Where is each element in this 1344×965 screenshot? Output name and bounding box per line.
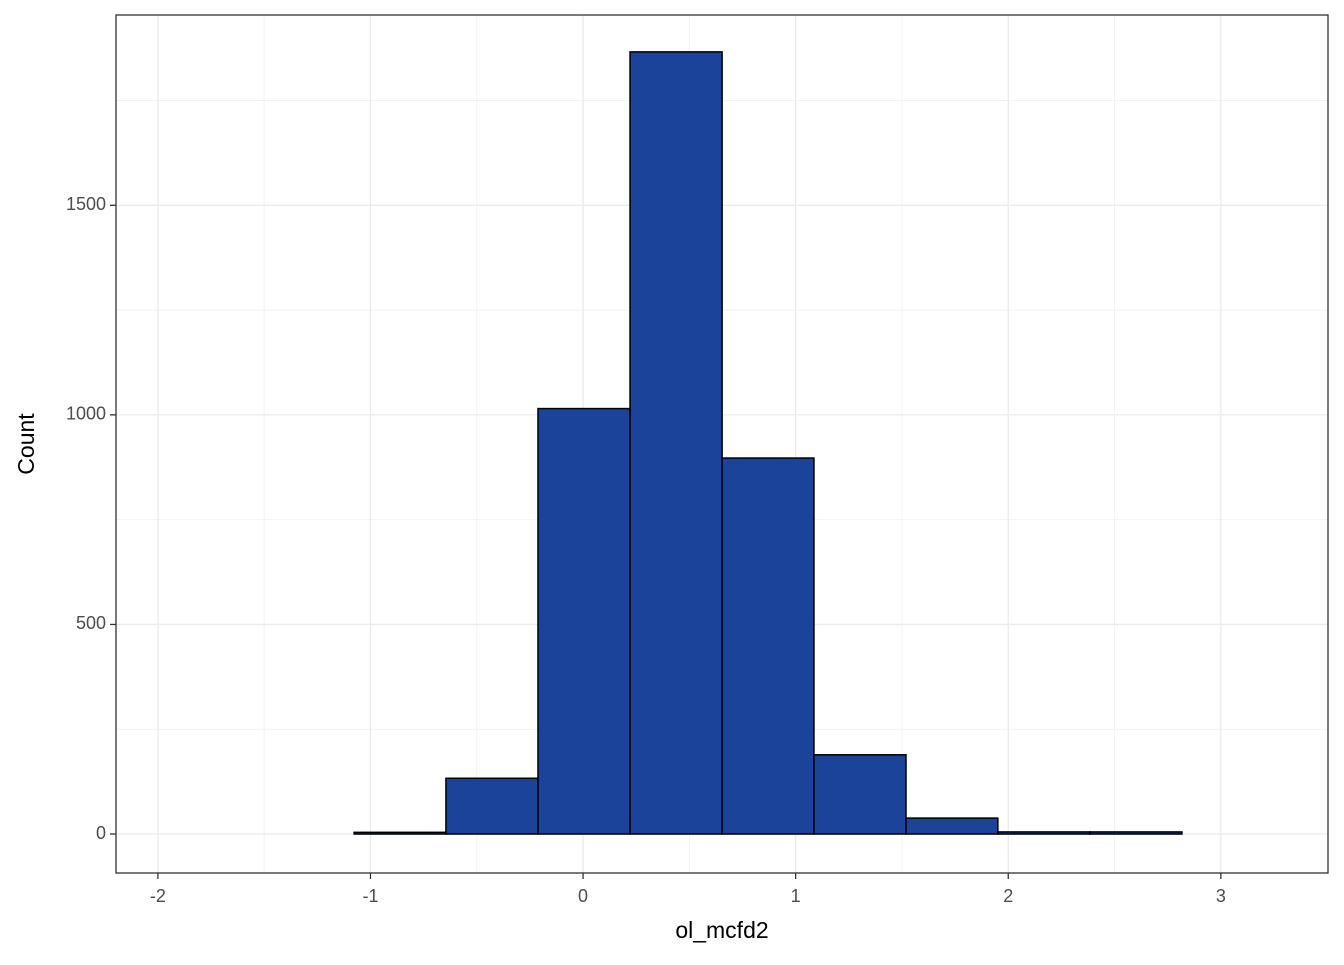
panel-border [115, 14, 1329, 874]
x-tick-label: 0 [578, 886, 588, 906]
bar [997, 831, 1091, 835]
bar [353, 831, 447, 835]
x-tick-label: 3 [1216, 886, 1226, 906]
y-tick-label: 1000 [66, 404, 106, 424]
bar [537, 407, 631, 835]
y-tick-label: 1500 [66, 194, 106, 214]
y-axis-title: Count [13, 413, 39, 475]
bar [905, 817, 999, 835]
x-axis-title: ol_mcfd2 [675, 917, 768, 943]
x-tick-label: -1 [362, 886, 378, 906]
y-tick-label: 500 [76, 613, 106, 633]
bar [1089, 831, 1183, 835]
x-tick-label: -2 [150, 886, 166, 906]
x-tick-label: 1 [791, 886, 801, 906]
x-tick-label: 2 [1003, 886, 1013, 906]
y-tick-label: 0 [96, 823, 106, 843]
bar [721, 457, 815, 835]
bar [445, 777, 539, 835]
bar [813, 754, 907, 835]
bar [629, 51, 723, 835]
